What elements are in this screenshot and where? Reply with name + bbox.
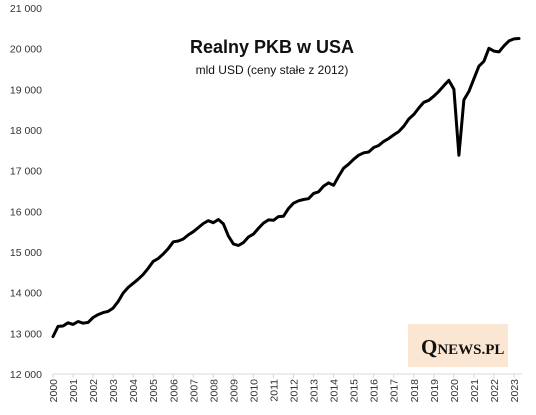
x-tick-label: 2006 xyxy=(168,379,180,403)
x-tick-label: 2016 xyxy=(369,379,381,403)
x-tick-label: 2023 xyxy=(509,379,521,403)
logo-text: NEWS.PL xyxy=(437,342,504,358)
x-tick-label: 2019 xyxy=(429,379,441,403)
x-tick-label: 2021 xyxy=(469,379,481,403)
y-tick-label: 21 000 xyxy=(10,3,42,15)
y-tick-label: 15 000 xyxy=(10,247,42,259)
x-tick-label: 2014 xyxy=(329,379,341,403)
x-tick-label: 2011 xyxy=(268,379,280,402)
x-tick-label: 2008 xyxy=(208,379,220,403)
y-axis-ticks: 12 000 13 000 14 000 15 000 16 000 17 000 18 0… xyxy=(10,3,42,381)
y-tick-label: 20 000 xyxy=(10,44,42,56)
x-tick-label: 2000 xyxy=(48,379,60,403)
logo-background xyxy=(408,324,508,367)
x-tick-label: 2015 xyxy=(349,379,361,403)
x-tick-label: 2003 xyxy=(108,379,120,403)
x-tick-label: 2012 xyxy=(289,379,301,403)
x-tick-label: 2007 xyxy=(188,379,200,403)
y-tick-label: 13 000 xyxy=(10,328,42,340)
logo-q-letter: Q xyxy=(421,335,437,359)
y-tick-label: 18 000 xyxy=(10,125,42,137)
x-tick-label: 2017 xyxy=(389,379,401,403)
x-tick-label: 2004 xyxy=(128,379,140,403)
logo-q: QNEWS.PL xyxy=(421,335,504,359)
qnews-logo: QNEWS.PL xyxy=(408,324,508,367)
x-tick-label: 2022 xyxy=(489,379,501,403)
chart-subtitle: mld USD (ceny stałe z 2012) xyxy=(196,63,349,77)
y-tick-label: 16 000 xyxy=(10,206,42,218)
y-tick-label: 14 000 xyxy=(10,288,42,300)
y-tick-label: 19 000 xyxy=(10,84,42,96)
x-tick-label: 2001 xyxy=(68,379,80,403)
x-tick-label: 2013 xyxy=(309,379,321,403)
x-tick-label: 2009 xyxy=(228,379,240,403)
x-tick-label: 2002 xyxy=(88,379,100,403)
x-axis-ticks: 2000 2001 2002 2003 2004 2005 2006 2007 2008 2009… xyxy=(48,374,521,402)
y-tick-label: 12 000 xyxy=(10,369,42,381)
x-tick-label: 2020 xyxy=(449,379,461,403)
x-tick-label: 2010 xyxy=(248,379,260,403)
series-line xyxy=(51,37,521,339)
x-tick-label: 2018 xyxy=(409,379,421,403)
y-tick-label: 17 000 xyxy=(10,166,42,178)
chart-title: Realny PKB w USA xyxy=(190,37,354,57)
x-tick-label: 2005 xyxy=(148,379,160,403)
